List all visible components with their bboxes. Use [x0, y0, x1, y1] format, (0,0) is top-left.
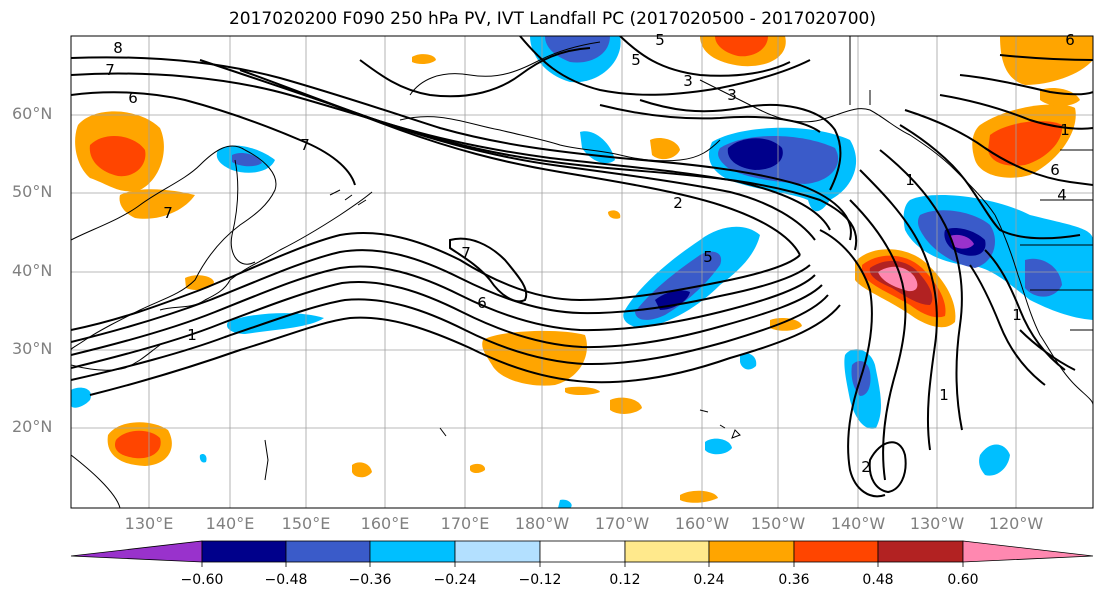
contour-label: 1: [187, 326, 197, 344]
contour-label: 7: [300, 136, 310, 154]
contour-label: 3: [727, 86, 737, 104]
contour-label: 5: [655, 31, 665, 49]
colorbar-swatch: [962, 540, 1094, 563]
longitude-label: 170°W: [594, 514, 650, 533]
contour-label-group: 8 7 6 7 1 7 6 5 3 2 5 5 6 3 1 6 4 1 1 2 …: [105, 31, 1075, 476]
longitude-label: 140°W: [830, 514, 886, 533]
latitude-label: 60°N: [12, 104, 53, 123]
colorbar-tick-label: −0.36: [348, 572, 392, 588]
contour-label: 7: [105, 61, 115, 79]
colorbar-tick-label: −0.60: [180, 572, 224, 588]
longitude-label: 150°W: [750, 514, 806, 533]
contour-label: 4: [1057, 186, 1067, 204]
contour-label: 5: [631, 51, 641, 69]
colorbar-swatch: [708, 540, 795, 563]
colorbar-swatch: [624, 540, 710, 563]
longitude-label: 130°E: [124, 514, 174, 533]
contour-label: 3: [683, 72, 693, 90]
colorbar: [70, 540, 1094, 567]
colorbar-tick-label: 0.24: [693, 572, 725, 588]
colorbar-swatch: [793, 540, 879, 563]
colorbar-swatch: [454, 540, 541, 563]
longitude-label: 160°E: [360, 514, 410, 533]
contour-label: 6: [477, 294, 487, 312]
contour-label: 1: [939, 386, 949, 404]
contour-label: 2: [861, 458, 871, 476]
longitude-label: 140°E: [205, 514, 255, 533]
latitude-label: 40°N: [12, 261, 53, 280]
graticule: [71, 36, 1093, 508]
colorbar-swatch: [369, 540, 456, 563]
longitude-label: 160°W: [674, 514, 730, 533]
longitude-label: 120°W: [988, 514, 1044, 533]
colorbar-tick-label: −0.24: [433, 572, 477, 588]
colorbar-tick-label: 0.60: [947, 572, 979, 588]
contour-label: 6: [128, 89, 138, 107]
contour-label: 2: [673, 194, 683, 212]
contour-label: 1: [1012, 306, 1022, 324]
contour-label: 5: [703, 248, 713, 266]
colorbar-swatch: [539, 540, 626, 563]
colorbar-swatch: [285, 540, 371, 563]
longitude-label: 180°W: [514, 514, 570, 533]
longitude-label: 170°E: [440, 514, 490, 533]
contour-label: 1: [1060, 121, 1070, 139]
contour-label: 8: [113, 39, 123, 57]
colorbar-swatch: [70, 540, 203, 563]
map-title: 2017020200 F090 250 hPa PV, IVT Landfall…: [228, 9, 876, 29]
colorbar-tick-label: −0.12: [518, 572, 562, 588]
colorbar-swatch: [877, 540, 964, 563]
latitude-label: 30°N: [12, 339, 53, 358]
colorbar-tick-label: 0.48: [862, 572, 894, 588]
colorbar-tick-label: 0.36: [778, 572, 810, 588]
contour-label: 7: [461, 244, 471, 262]
colorbar-tick-label: 0.12: [609, 572, 641, 588]
longitude-label: 150°E: [281, 514, 331, 533]
colorbar-tick-label: −0.48: [264, 572, 308, 588]
contour-label: 6: [1050, 161, 1060, 179]
contour-label: 7: [163, 204, 173, 222]
latitude-label: 50°N: [12, 182, 53, 201]
longitude-label: 130°W: [909, 514, 965, 533]
latitude-label: 20°N: [12, 417, 53, 436]
pv-contours: [71, 36, 1093, 498]
contour-label: 6: [1065, 31, 1075, 49]
colorbar-swatch: [201, 540, 287, 563]
coastlines: [71, 36, 1093, 508]
map-frame: [70, 35, 1094, 509]
contour-label: 1: [905, 171, 915, 189]
